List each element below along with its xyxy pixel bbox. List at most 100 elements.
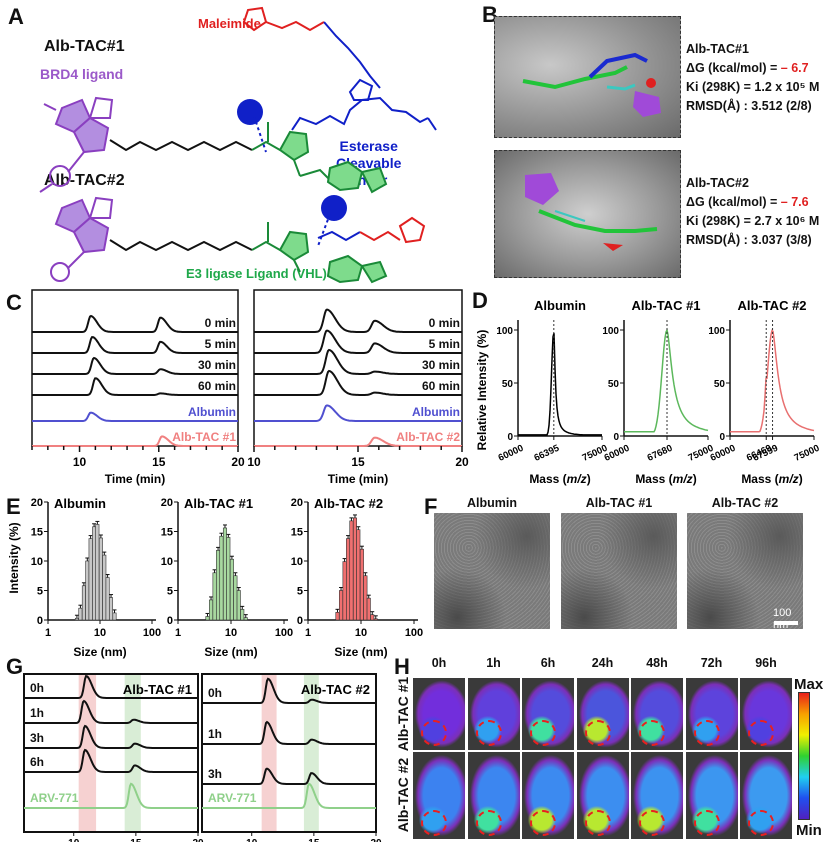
ivis-image bbox=[467, 752, 520, 839]
docking-1-ki: Ki (298K) = 1.2 x 10⁵ M bbox=[686, 80, 820, 94]
svg-text:0: 0 bbox=[297, 615, 303, 627]
svg-text:100: 100 bbox=[708, 326, 725, 337]
svg-text:60000: 60000 bbox=[603, 443, 632, 464]
time-label: 48h bbox=[646, 656, 668, 670]
compound-1-structure bbox=[39, 6, 437, 194]
svg-text:100: 100 bbox=[275, 627, 293, 639]
time-label: 6h bbox=[540, 656, 556, 670]
subplot-title: Alb-TAC #1 bbox=[184, 496, 253, 511]
x-axis-label: Mass (m/z) bbox=[635, 472, 696, 486]
histogram-bar bbox=[109, 597, 114, 621]
trace-0h bbox=[202, 677, 376, 704]
histogram-bar bbox=[339, 590, 344, 621]
histogram-bar bbox=[222, 527, 227, 621]
brd4-ligand-label: BRD4 ligand bbox=[40, 66, 124, 82]
histogram-bar bbox=[92, 526, 97, 621]
trace-label: 5 min bbox=[429, 337, 460, 351]
histogram-bar bbox=[366, 597, 371, 621]
docking-info-2: Alb-TAC#2 ΔG (kcal/mol) = – 7.6 Ki (298K… bbox=[686, 174, 819, 250]
trace-label: Albumin bbox=[188, 405, 236, 419]
x-tick-label: 10 bbox=[247, 455, 261, 469]
hplc-chart-c: 0 min 5 min 30 min 60 min Albumin Alb-TAC #1 1… bbox=[31, 289, 469, 486]
x-axis-label: Time (min) bbox=[328, 472, 388, 486]
trace-albumin bbox=[32, 411, 238, 422]
x-tick-label: 20 bbox=[231, 455, 245, 469]
svg-text:15: 15 bbox=[130, 838, 142, 842]
svg-text:0: 0 bbox=[167, 615, 173, 627]
x-tick-label: 15 bbox=[351, 455, 365, 469]
svg-text:20: 20 bbox=[291, 497, 303, 509]
panel-label-b: B bbox=[482, 2, 498, 27]
histogram-bar bbox=[81, 585, 86, 621]
docking-ligand-2 bbox=[525, 173, 658, 251]
chemical-structures bbox=[39, 6, 437, 284]
trace-label: Albumin bbox=[412, 405, 460, 419]
svg-text:1: 1 bbox=[45, 627, 51, 639]
trace-0-min bbox=[32, 314, 238, 333]
tumor-roi-circle bbox=[693, 720, 720, 746]
tem-title: Albumin bbox=[467, 496, 517, 510]
histogram-bar bbox=[352, 517, 357, 621]
x-axis-label: Time (min) bbox=[105, 472, 165, 486]
svg-text:100: 100 bbox=[602, 326, 619, 337]
trace-label: Alb-TAC #2 bbox=[396, 430, 460, 444]
trace-0-min bbox=[254, 308, 462, 333]
trace-label: 0h bbox=[208, 686, 222, 700]
svg-text:10: 10 bbox=[31, 556, 43, 568]
e3-ligand-label: E3 ligase Ligand (VHL) bbox=[186, 266, 327, 281]
docking-ligand-1 bbox=[522, 52, 661, 117]
trace-30-min bbox=[32, 356, 238, 375]
histogram-bar bbox=[349, 520, 354, 621]
svg-text:50: 50 bbox=[608, 379, 620, 390]
histogram-bar bbox=[219, 535, 224, 621]
svg-text:10: 10 bbox=[355, 627, 367, 639]
trace-5-min bbox=[32, 336, 238, 354]
subplot-title: Alb-TAC #2 bbox=[314, 496, 383, 511]
tem-micrograph bbox=[561, 513, 677, 629]
trace-label: ARV-771 bbox=[30, 791, 79, 805]
trace-label: 60 min bbox=[198, 379, 236, 393]
histogram-bar bbox=[95, 524, 100, 621]
subplot-title: Alb-TAC #2 bbox=[301, 682, 370, 697]
svg-text:75000: 75000 bbox=[793, 443, 822, 464]
trace-arv-771 bbox=[202, 782, 376, 809]
trace-albumin bbox=[254, 404, 462, 422]
trace-label: 0 min bbox=[205, 316, 236, 330]
dg-label: ΔG (kcal/mol) = bbox=[686, 195, 781, 209]
svg-text:67680: 67680 bbox=[646, 443, 675, 464]
tumor-roi-circle bbox=[475, 720, 502, 746]
dg-value: – 6.7 bbox=[780, 61, 809, 75]
dls-subplot-2: Alb-TAC #1 0 5 10 15 20 1 10 100 Size (nm) bbox=[161, 496, 293, 659]
panel-label-e: E bbox=[6, 494, 21, 519]
trace-3h bbox=[24, 724, 198, 749]
trace-label: 60 min bbox=[422, 379, 460, 393]
tumor-roi-circle bbox=[530, 810, 556, 836]
dg-value: – 7.6 bbox=[780, 195, 809, 209]
tumor-roi-circle bbox=[748, 720, 774, 746]
svg-text:5: 5 bbox=[167, 586, 173, 598]
tem-micrograph bbox=[687, 513, 803, 629]
row-label: Alb-TAC #2 bbox=[395, 757, 411, 833]
svg-text:1: 1 bbox=[175, 627, 181, 639]
highlight-band bbox=[303, 674, 319, 832]
histogram-bar bbox=[363, 575, 368, 621]
histogram-bar bbox=[212, 572, 217, 621]
svg-text:10: 10 bbox=[246, 838, 258, 842]
panel-label-h: H bbox=[394, 654, 410, 679]
subplot-title: Albumin bbox=[54, 496, 106, 511]
x-axis-label: Mass (m/z) bbox=[741, 472, 802, 486]
docking-info-1: Alb-TAC#1 ΔG (kcal/mol) = – 6.7 Ki (298K… bbox=[686, 40, 819, 116]
tumor-roi-circle bbox=[639, 720, 665, 746]
trace-label: 1h bbox=[208, 727, 222, 741]
time-label: 24h bbox=[591, 656, 614, 670]
trace-0h bbox=[24, 674, 198, 699]
trace-1h bbox=[24, 699, 198, 724]
tem-title: Alb-TAC #1 bbox=[585, 496, 653, 510]
svg-text:20: 20 bbox=[31, 497, 43, 509]
panel-label-a: A bbox=[8, 4, 24, 29]
tumor-roi-circle bbox=[584, 810, 611, 836]
mass-spec-chart-d: Relative Intensity (%) Albumin 0 50 100 60000… bbox=[475, 298, 822, 486]
svg-text:15: 15 bbox=[308, 838, 320, 842]
histogram-bar bbox=[373, 618, 378, 621]
